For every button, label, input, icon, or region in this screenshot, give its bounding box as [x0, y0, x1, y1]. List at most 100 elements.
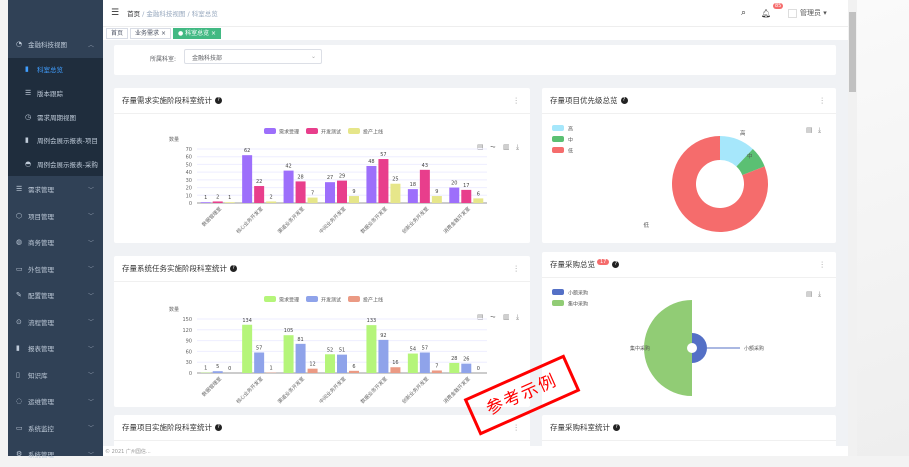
legend-swatch	[264, 128, 276, 134]
list-icon: ☰	[25, 89, 37, 97]
data-label: 42	[285, 164, 291, 170]
help-icon[interactable]: ?	[613, 424, 620, 431]
help-icon[interactable]: ?	[621, 97, 628, 104]
sidebar-item-label: 版本跟踪	[37, 88, 63, 98]
legend-swatch	[552, 300, 564, 306]
x-tick-label: 消费金融开发室	[442, 205, 472, 235]
y-tick-label: 60	[186, 155, 192, 161]
sidebar-group[interactable]: ▭外包管理﹀	[8, 255, 103, 282]
sidebar-group[interactable]: ▯知识库﹀	[8, 361, 103, 388]
x-tick-label: 数据管理室	[200, 375, 223, 398]
tag[interactable]: 业务需求 ×	[130, 28, 171, 39]
search-icon[interactable]: ⌕	[741, 8, 746, 18]
data-label: 22	[256, 179, 262, 185]
chevron-icon: ﹀	[88, 397, 94, 406]
help-icon[interactable]: ?	[230, 265, 237, 272]
data-view-icon: ▤	[806, 126, 813, 134]
chevron-down-icon: ⌄	[311, 53, 316, 60]
user-menu[interactable]: 管理员 ▾	[800, 8, 827, 18]
data-label: 57	[256, 345, 262, 351]
sidebar-group[interactable]: ⊙流程管理﹀	[8, 308, 103, 335]
legend-label: 开发测试	[321, 129, 341, 136]
data-label: 1	[204, 366, 207, 372]
sidebar-group[interactable]: ◌运维管理﹀	[8, 388, 103, 415]
data-label: 26	[463, 357, 469, 363]
bar	[308, 198, 318, 203]
help-icon[interactable]: ?	[612, 261, 619, 268]
more-icon[interactable]: ⋮	[513, 423, 521, 432]
scrollbar[interactable]	[848, 0, 857, 456]
bar	[284, 335, 294, 373]
sidebar-group[interactable]: ▮报表管理﹀	[8, 335, 103, 362]
chevron-icon: ﹀	[88, 185, 94, 194]
more-icon[interactable]: ⋮	[513, 96, 521, 105]
hamburger-icon[interactable]: ☰	[111, 8, 119, 18]
breadcrumb: 首页 / 金融科技视图 / 科室总览	[127, 8, 218, 18]
bar	[420, 352, 430, 373]
help-icon[interactable]: ?	[215, 97, 222, 104]
data-label: 57	[422, 345, 428, 351]
slice-label: 低	[643, 221, 649, 229]
more-icon[interactable]: ⋮	[819, 96, 827, 105]
header: ☰ 首页 / 金融科技视图 / 科室总览 ⌕ 🔔︎ 85 管理员 ▾	[103, 0, 848, 26]
card-title: 存量系统任务实施阶段科室统计	[122, 263, 227, 274]
y-axis-label: 数量	[169, 136, 179, 143]
x-tick-label: 创新业务开发室	[401, 375, 431, 405]
sidebar-group[interactable]: ☰需求管理﹀	[8, 176, 103, 203]
data-label: 57	[380, 152, 386, 158]
sidebar-item-label: 周例会展示报表-采购	[37, 159, 98, 169]
department-select[interactable]: 金融科技部⌄	[184, 49, 322, 64]
breadcrumb-item[interactable]: 金融科技视图	[146, 10, 185, 18]
data-view-icon: ▤	[477, 143, 484, 151]
sidebar-group[interactable]: ◍商务管理﹀	[8, 229, 103, 256]
avatar[interactable]	[788, 9, 797, 18]
sidebar-item[interactable]: ◷需求周期视图	[8, 105, 103, 129]
sidebar-item[interactable]: ☰版本跟踪	[8, 81, 103, 105]
tag[interactable]: 首页	[106, 28, 128, 39]
book-icon: ▯	[16, 371, 28, 379]
sidebar-group[interactable]: ⚙系统管理﹀	[8, 441, 103, 467]
sidebar-group[interactable]: ⬡项目管理﹀	[8, 202, 103, 229]
data-label: 1	[228, 195, 231, 201]
data-label: 92	[380, 333, 386, 339]
tag[interactable]: ● 科室总览 ×	[173, 28, 221, 39]
bar	[432, 196, 442, 203]
x-tick-label: 核心业务开发室	[235, 375, 265, 405]
legend-label: 投产上线	[363, 297, 383, 304]
gear-icon: ⚙	[16, 450, 28, 458]
more-icon[interactable]: ⋮	[513, 264, 521, 273]
data-view-icon: ▤	[477, 313, 484, 321]
dashboard-icon: ◔	[16, 40, 28, 48]
breadcrumb-home[interactable]: 首页	[127, 10, 140, 18]
bar	[266, 201, 276, 203]
sidebar-item[interactable]: ▮科室总览	[8, 58, 103, 82]
data-label: 7	[435, 363, 438, 369]
sidebar-group[interactable]: ◔金融科技视图︿	[8, 31, 103, 58]
chevron-icon: ﹀	[88, 317, 94, 326]
chevron-icon: ﹀	[88, 264, 94, 273]
chevron-icon: ﹀	[88, 344, 94, 353]
bar	[213, 371, 223, 373]
data-label: 25	[392, 177, 398, 183]
y-tick-label: 30	[186, 360, 192, 366]
legend-swatch	[306, 296, 318, 302]
bell-icon[interactable]: 🔔︎	[761, 9, 771, 18]
data-label: 17	[463, 183, 469, 189]
slice-label: 中	[747, 152, 753, 160]
sidebar-group[interactable]: ✎配置管理﹀	[8, 282, 103, 309]
legend-label: 集中采购	[568, 301, 588, 308]
more-icon[interactable]: ⋮	[819, 260, 827, 269]
help-icon[interactable]: ?	[215, 424, 222, 431]
y-tick-label: 0	[189, 201, 192, 207]
data-label: 1	[204, 195, 207, 201]
data-label: 28	[451, 356, 457, 362]
y-tick-label: 20	[186, 186, 192, 192]
sidebar-item[interactable]: ▮周例会展示报表-项目	[8, 129, 103, 153]
sidebar-group[interactable]: ▭系统监控﹀	[8, 414, 103, 441]
data-label: 12	[309, 362, 315, 368]
clock-icon: ◷	[25, 113, 37, 121]
sidebar-item[interactable]: ◓周例会展示报表-采购	[8, 152, 103, 176]
